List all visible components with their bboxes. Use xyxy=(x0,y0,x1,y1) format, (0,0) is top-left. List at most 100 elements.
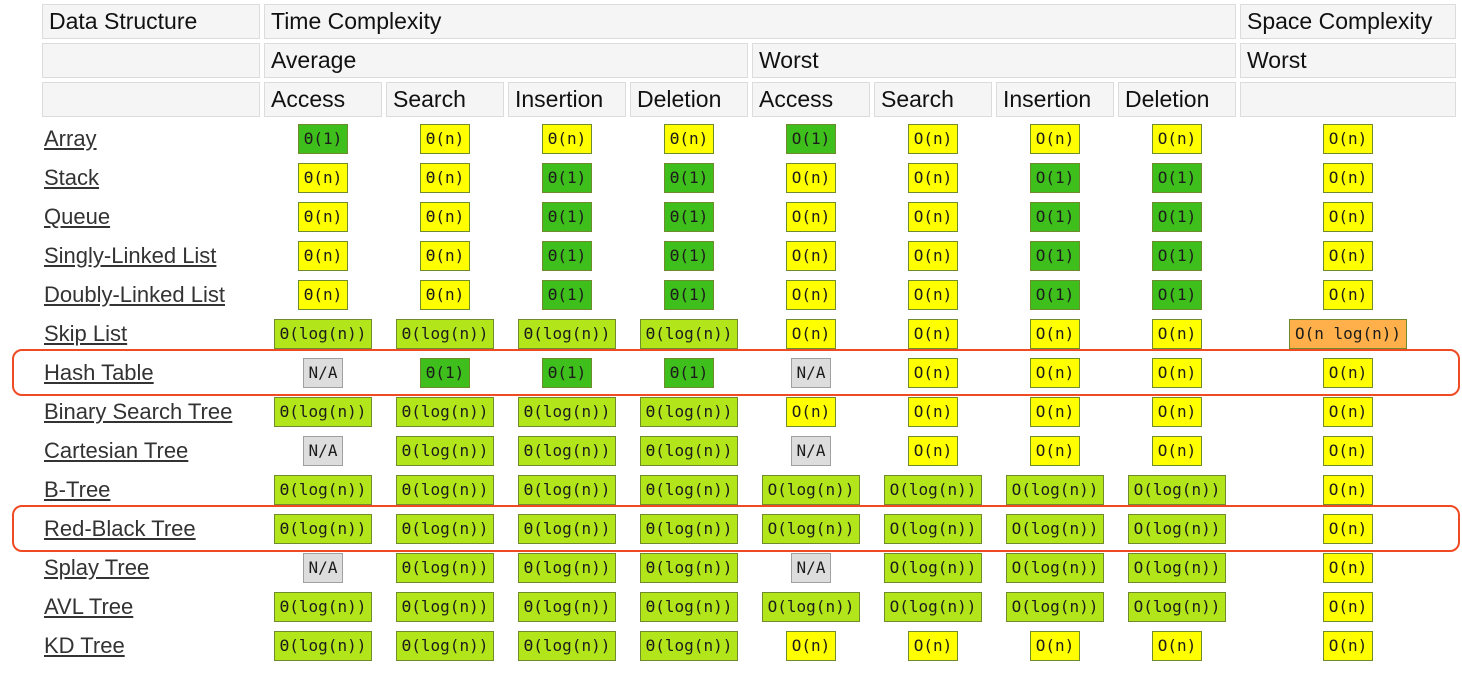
space-worst-header: Worst xyxy=(1240,43,1456,78)
complexity-cell: Θ(n) xyxy=(264,199,382,234)
complexity-cell: O(n) xyxy=(1118,394,1236,429)
complexity-cell: O(n) xyxy=(874,199,992,234)
worst-header: Worst xyxy=(752,43,1236,78)
complexity-badge-bad: O(n) xyxy=(1152,124,1203,154)
complexity-badge-bad: O(n) xyxy=(1323,475,1374,505)
table-row: Queue Θ(n) Θ(n) Θ(1) Θ(1) O(n) O(n) O(1) O(1) O(n… xyxy=(42,199,1456,234)
complexity-badge-bad: Θ(n) xyxy=(420,202,471,232)
structure-link[interactable]: Queue xyxy=(44,204,110,229)
op-header-deletion: Deletion xyxy=(630,82,748,117)
complexity-cell: N/A xyxy=(264,355,382,390)
complexity-cell: Θ(log(n)) xyxy=(386,394,504,429)
complexity-cell: O(n) xyxy=(874,316,992,351)
complexity-cell: O(1) xyxy=(752,121,870,156)
complexity-badge-fair: Θ(log(n)) xyxy=(518,397,617,427)
complexity-badge-fair: Θ(log(n)) xyxy=(518,631,617,661)
complexity-badge-fair: O(log(n)) xyxy=(884,475,983,505)
complexity-cell: O(n) xyxy=(1118,433,1236,468)
structure-name-cell: Skip List xyxy=(42,316,260,351)
complexity-cell: Θ(log(n)) xyxy=(508,628,626,663)
complexity-badge-bad: Θ(n) xyxy=(420,280,471,310)
complexity-cell: O(n) xyxy=(752,394,870,429)
structure-link[interactable]: Binary Search Tree xyxy=(44,399,232,424)
complexity-badge-bad: O(n) xyxy=(1152,397,1203,427)
complexity-badge-bad: O(n) xyxy=(1030,436,1081,466)
data-structure-header: Data Structure xyxy=(42,4,260,39)
header-row-2: Average Worst Worst xyxy=(42,43,1456,78)
complexity-cell: O(n) xyxy=(1240,511,1456,546)
complexity-cell: Θ(log(n)) xyxy=(386,511,504,546)
complexity-badge-fair: Θ(log(n)) xyxy=(396,631,495,661)
complexity-cell: O(n) xyxy=(1240,394,1456,429)
complexity-cell: O(log(n)) xyxy=(752,472,870,507)
structure-link[interactable]: Doubly-Linked List xyxy=(44,282,225,307)
complexity-badge-fair: Θ(log(n)) xyxy=(396,553,495,583)
complexity-badge-fair: Θ(log(n)) xyxy=(640,319,739,349)
complexity-cell: O(n) xyxy=(874,628,992,663)
structure-link[interactable]: Red-Black Tree xyxy=(44,516,196,541)
complexity-badge-fair: Θ(log(n)) xyxy=(396,436,495,466)
complexity-badge-fair: O(log(n)) xyxy=(1128,514,1227,544)
structure-name-cell: KD Tree xyxy=(42,628,260,663)
op-header-insertion: Insertion xyxy=(996,82,1114,117)
complexity-badge-fair: O(log(n)) xyxy=(1006,514,1105,544)
structure-link[interactable]: AVL Tree xyxy=(44,594,133,619)
complexity-badge-bad: O(n) xyxy=(1030,631,1081,661)
complexity-badge-bad: O(n) xyxy=(786,163,837,193)
complexity-badge-bad: O(n) xyxy=(786,280,837,310)
complexity-cell: Θ(log(n)) xyxy=(630,394,748,429)
structure-link[interactable]: Splay Tree xyxy=(44,555,149,580)
structure-name-cell: Hash Table xyxy=(42,355,260,390)
structure-link[interactable]: B-Tree xyxy=(44,477,110,502)
complexity-cell: O(log(n)) xyxy=(1118,589,1236,624)
structure-link[interactable]: Cartesian Tree xyxy=(44,438,188,463)
complexity-badge-fair: Θ(log(n)) xyxy=(518,319,617,349)
complexity-cell: O(log(n)) xyxy=(874,550,992,585)
complexity-table: Data Structure Time Complexity Space Com… xyxy=(38,0,1460,667)
complexity-badge-bad: O(n) xyxy=(1323,241,1374,271)
complexity-badge-fair: Θ(log(n)) xyxy=(640,397,739,427)
complexity-badge-fair: Θ(log(n)) xyxy=(274,631,373,661)
complexity-cell: Θ(1) xyxy=(630,238,748,273)
complexity-cell: O(log(n)) xyxy=(1118,472,1236,507)
structure-name-cell: Red-Black Tree xyxy=(42,511,260,546)
structure-link[interactable]: Stack xyxy=(44,165,99,190)
complexity-badge-good: Θ(1) xyxy=(542,202,593,232)
table-row: Singly-Linked List Θ(n) Θ(n) Θ(1) Θ(1) O(n) O(… xyxy=(42,238,1456,273)
structure-link[interactable]: Array xyxy=(44,126,97,151)
complexity-cell: O(n) xyxy=(1118,628,1236,663)
complexity-badge-good: Θ(1) xyxy=(542,280,593,310)
complexity-badge-bad: Θ(n) xyxy=(298,280,349,310)
complexity-cell: Θ(1) xyxy=(630,160,748,195)
complexity-badge-fair: O(log(n)) xyxy=(884,514,983,544)
complexity-cell: Θ(1) xyxy=(508,160,626,195)
complexity-badge-bad: O(n) xyxy=(1323,631,1374,661)
complexity-cell: O(1) xyxy=(996,277,1114,312)
op-header-search: Search xyxy=(386,82,504,117)
structure-name-cell: Binary Search Tree xyxy=(42,394,260,429)
complexity-badge-bad: O(n) xyxy=(908,631,959,661)
structure-link[interactable]: Hash Table xyxy=(44,360,154,385)
table-row: KD Tree Θ(log(n)) Θ(log(n)) Θ(log(n)) Θ(log(… xyxy=(42,628,1456,663)
complexity-badge-fair: Θ(log(n)) xyxy=(518,514,617,544)
complexity-badge-good: Θ(1) xyxy=(664,358,715,388)
complexity-badge-fair: O(log(n)) xyxy=(1006,553,1105,583)
complexity-badge-fair: Θ(log(n)) xyxy=(518,475,617,505)
structure-link[interactable]: Singly-Linked List xyxy=(44,243,216,268)
complexity-badge-bad: Θ(n) xyxy=(420,241,471,271)
structure-link[interactable]: KD Tree xyxy=(44,633,125,658)
complexity-badge-bad: O(n) xyxy=(908,358,959,388)
complexity-badge-fair: O(log(n)) xyxy=(762,592,861,622)
complexity-cell: O(n) xyxy=(996,355,1114,390)
complexity-badge-fair: Θ(log(n)) xyxy=(396,475,495,505)
complexity-badge-bad: Θ(n) xyxy=(298,163,349,193)
complexity-badge-good: O(1) xyxy=(1030,202,1081,232)
structure-link[interactable]: Skip List xyxy=(44,321,127,346)
complexity-badge-bad: O(n) xyxy=(1323,553,1374,583)
complexity-badge-bad: O(n) xyxy=(1152,358,1203,388)
complexity-cell: O(n) xyxy=(1240,199,1456,234)
complexity-cell: O(n) xyxy=(996,628,1114,663)
complexity-badge-bad: O(n) xyxy=(786,202,837,232)
complexity-cell: O(log(n)) xyxy=(996,472,1114,507)
complexity-cell: Θ(1) xyxy=(630,355,748,390)
